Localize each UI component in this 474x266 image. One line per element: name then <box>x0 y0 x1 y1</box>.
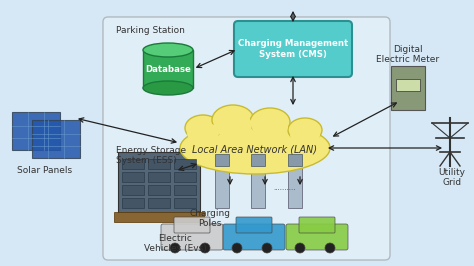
FancyBboxPatch shape <box>174 185 196 195</box>
Ellipse shape <box>143 43 193 57</box>
Ellipse shape <box>252 115 288 139</box>
FancyBboxPatch shape <box>103 17 390 260</box>
Text: Solar Panels: Solar Panels <box>18 166 73 175</box>
Text: Electric
Vehicles (Evs): Electric Vehicles (Evs) <box>144 234 206 253</box>
FancyBboxPatch shape <box>118 152 200 214</box>
FancyBboxPatch shape <box>148 198 170 208</box>
Ellipse shape <box>214 112 252 138</box>
Ellipse shape <box>185 115 221 141</box>
Text: Charging
Poles: Charging Poles <box>190 209 230 228</box>
FancyBboxPatch shape <box>396 79 420 91</box>
FancyBboxPatch shape <box>148 185 170 195</box>
FancyBboxPatch shape <box>299 217 335 233</box>
Ellipse shape <box>250 108 290 136</box>
Text: Parking Station: Parking Station <box>116 26 185 35</box>
FancyBboxPatch shape <box>122 185 144 195</box>
FancyBboxPatch shape <box>236 217 272 233</box>
Circle shape <box>262 243 272 253</box>
Circle shape <box>200 243 210 253</box>
FancyBboxPatch shape <box>122 172 144 182</box>
FancyBboxPatch shape <box>174 172 196 182</box>
FancyBboxPatch shape <box>174 198 196 208</box>
FancyBboxPatch shape <box>114 212 204 222</box>
Text: ..........: .......... <box>273 185 296 191</box>
FancyBboxPatch shape <box>174 159 196 169</box>
FancyBboxPatch shape <box>223 224 285 250</box>
Text: Energy Storage
System (ESS): Energy Storage System (ESS) <box>116 146 186 165</box>
Circle shape <box>295 243 305 253</box>
FancyBboxPatch shape <box>234 21 352 77</box>
FancyBboxPatch shape <box>391 66 425 110</box>
FancyBboxPatch shape <box>251 154 265 166</box>
FancyBboxPatch shape <box>215 163 229 208</box>
Bar <box>143 50 193 88</box>
Circle shape <box>170 243 180 253</box>
FancyBboxPatch shape <box>32 120 80 158</box>
Text: Utility
Grid: Utility Grid <box>438 168 465 188</box>
Text: Charging Management
System (CMS): Charging Management System (CMS) <box>238 39 348 59</box>
FancyBboxPatch shape <box>174 217 210 233</box>
Circle shape <box>232 243 242 253</box>
FancyBboxPatch shape <box>251 163 265 208</box>
Ellipse shape <box>143 81 193 95</box>
FancyBboxPatch shape <box>12 112 60 150</box>
Circle shape <box>325 243 335 253</box>
FancyBboxPatch shape <box>161 224 223 250</box>
Ellipse shape <box>212 105 254 135</box>
Ellipse shape <box>180 122 330 174</box>
Ellipse shape <box>290 125 320 145</box>
FancyBboxPatch shape <box>148 159 170 169</box>
FancyBboxPatch shape <box>122 198 144 208</box>
FancyBboxPatch shape <box>148 172 170 182</box>
FancyBboxPatch shape <box>215 154 229 166</box>
Ellipse shape <box>187 122 219 144</box>
Text: Digital
Electric Meter: Digital Electric Meter <box>376 45 439 64</box>
FancyBboxPatch shape <box>288 154 302 166</box>
Ellipse shape <box>288 118 322 142</box>
FancyBboxPatch shape <box>122 159 144 169</box>
Text: Database: Database <box>145 64 191 73</box>
FancyBboxPatch shape <box>288 163 302 208</box>
Text: Local Area Network (LAN): Local Area Network (LAN) <box>192 145 318 155</box>
FancyBboxPatch shape <box>286 224 348 250</box>
